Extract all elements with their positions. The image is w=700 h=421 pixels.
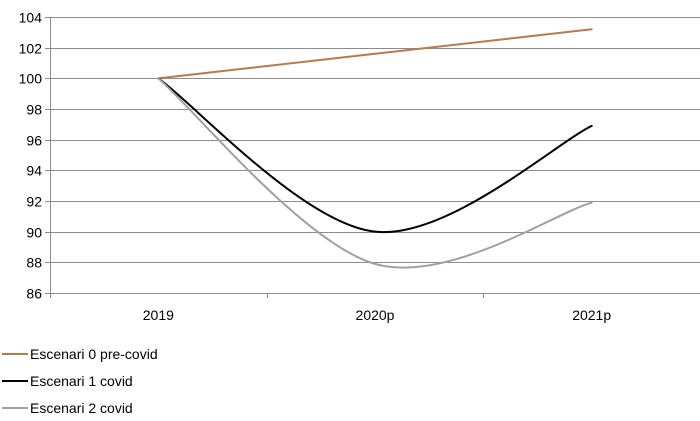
y-tick-label-96: 96: [26, 133, 42, 149]
y-tick-label-88: 88: [26, 255, 42, 271]
legend-item-escenari-1: Escenari 1 covid: [0, 367, 158, 394]
y-tick-labels: 86 88 90 92 94 96 98 100 102 104: [19, 10, 43, 302]
legend-swatch-escenari-1: [2, 379, 28, 382]
legend-label-escenari-2: Escenari 2 covid: [30, 399, 133, 416]
series-line-escenari-0: [157, 28, 593, 80]
y-tick-label-100: 100: [19, 71, 43, 87]
legend-label-escenari-0: Escenari 0 pre-covid: [30, 345, 158, 362]
x-tick-label-2020p: 2020p: [356, 307, 395, 323]
legend-swatch-escenari-0: [2, 352, 28, 355]
legend-swatch-escenari-2: [2, 406, 28, 409]
legend-item-escenari-2: Escenari 2 covid: [0, 394, 158, 421]
x-tick-label-2019: 2019: [143, 307, 174, 323]
legend-label-escenari-1: Escenari 1 covid: [30, 372, 133, 389]
y-tick-label-94: 94: [26, 163, 42, 179]
y-tick-label-90: 90: [26, 225, 42, 241]
x-tick-label-2021p: 2021p: [572, 307, 611, 323]
series-lines: [157, 28, 593, 269]
y-tick-label-86: 86: [26, 286, 42, 302]
y-tick-label-92: 92: [26, 194, 42, 210]
series-line-escenari-1: [157, 77, 593, 234]
axes: [45, 17, 700, 298]
y-tick-label-102: 102: [19, 41, 43, 57]
legend-item-escenari-0: Escenari 0 pre-covid: [0, 340, 158, 367]
y-tick-label-98: 98: [26, 102, 42, 118]
legend: Escenari 0 pre-covid Escenari 1 covid Es…: [0, 340, 158, 421]
y-tick-label-104: 104: [19, 10, 43, 26]
series-line-escenari-2: [157, 77, 593, 269]
x-tick-labels: 2019 2020p 2021p: [143, 307, 612, 323]
